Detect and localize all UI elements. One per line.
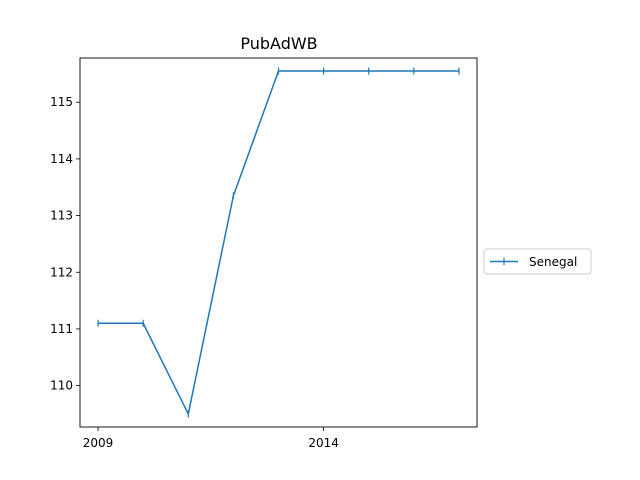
y-tick-label: 113 [50,209,73,223]
x-axis: 2009 2014 [83,427,339,450]
chart-title: PubAdWB [240,34,317,53]
y-axis: 110 111 112 113 114 115 [50,95,80,393]
legend[interactable]: Senegal [483,248,592,275]
legend-box [483,248,592,275]
x-tick-label: 2014 [308,436,339,450]
legend-label: Senegal [529,255,577,269]
y-tick-label: 115 [50,95,73,109]
y-tick-label: 112 [50,265,73,279]
series-layer [97,67,460,418]
plot-area [79,57,478,428]
y-tick-label: 111 [50,322,73,336]
y-tick-label: 114 [50,152,73,166]
x-tick-label: 2009 [83,436,114,450]
y-tick-label: 110 [50,379,73,393]
